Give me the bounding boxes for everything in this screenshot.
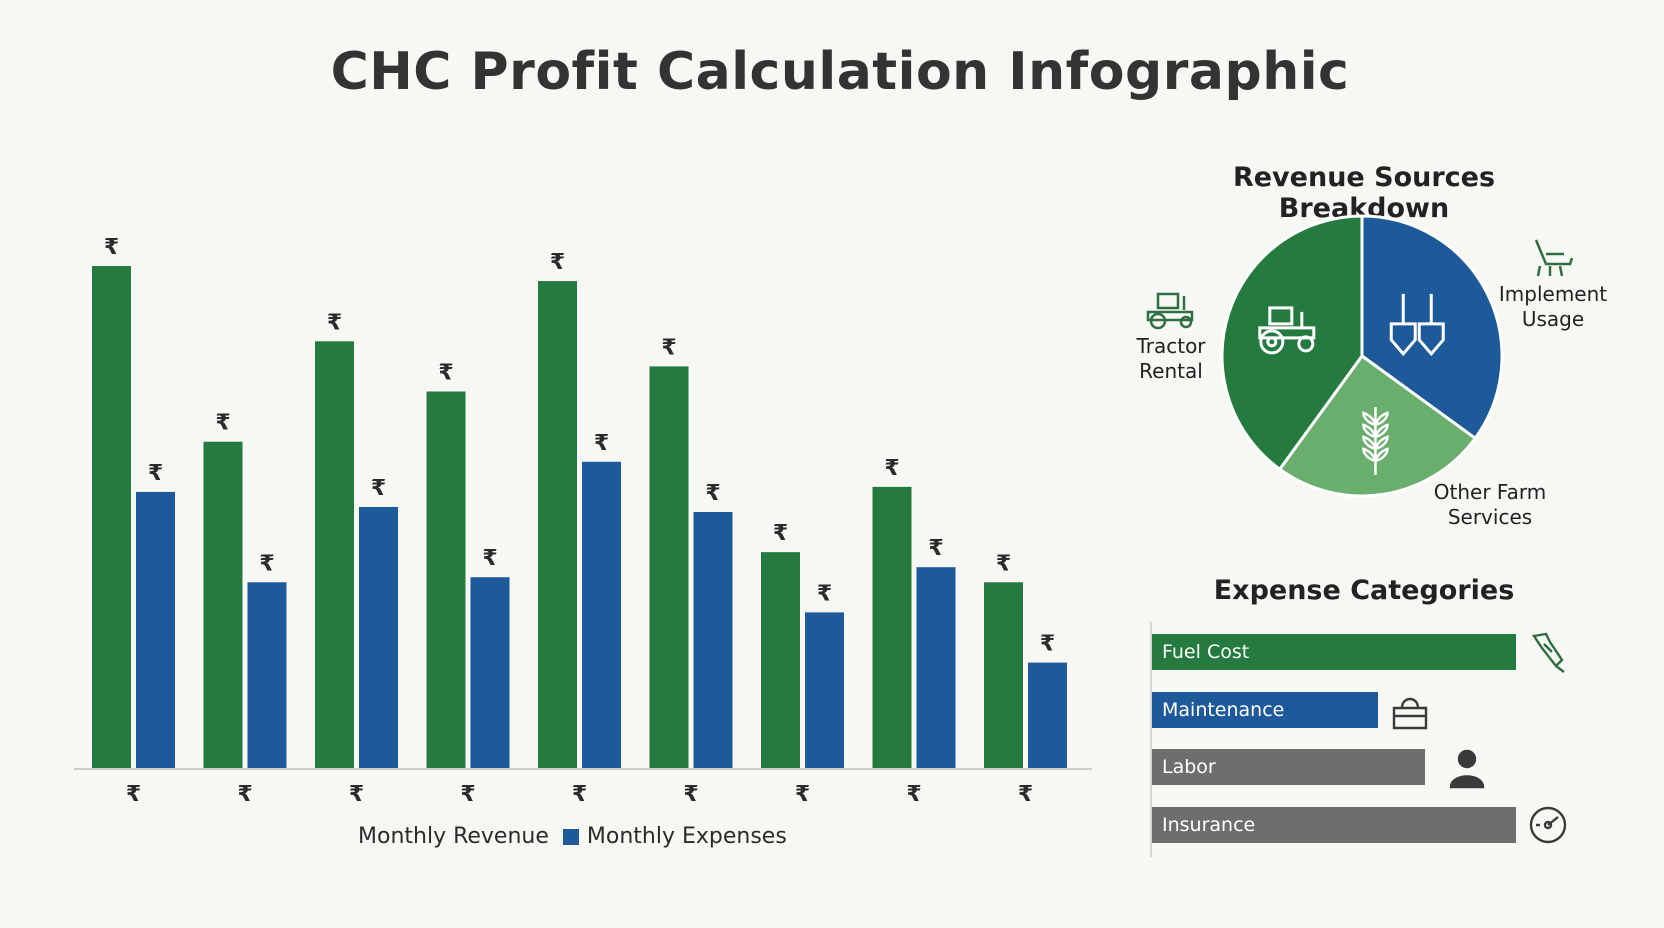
expenses-bar-6 [693,511,733,768]
revenue-pie-chart [1220,214,1504,498]
fuel-nozzle-icon [1531,632,1565,673]
page-title: CHC Profit Calculation Infographic [330,42,1350,102]
pie-label-tractor-line1: Tractor [1136,334,1206,358]
worker-icon [1449,749,1485,789]
expenses-data-label-4: ₹ [482,546,497,571]
pie-label-implement-line1: Implement [1498,282,1608,306]
plough-icon [1534,239,1574,277]
pie-slice-implement-usage [1360,214,1504,441]
revenue-data-label-7: ₹ [773,521,788,546]
chart-legend: Monthly Revenue Monthly Expenses [358,824,787,849]
revenue-data-label-6: ₹ [661,335,676,360]
revenue-bar-3 [315,341,354,768]
monthly-bar-chart: ₹ ₹ ₹ ₹ ₹ ₹ ₹ ₹ ₹ ₹ ₹ ₹ ₹ ₹ ₹ ₹ ₹ ₹ ₹ ₹ ₹ ₹ ₹ ₹ ₹ ₹ ₹ [74,235,1092,807]
expenses-bar-9 [1028,662,1067,768]
expenses-data-label-9: ₹ [1040,632,1055,657]
expenses-bar-2 [247,582,287,768]
revenue-data-label-2: ₹ [215,411,230,436]
x-tick-label-5: ₹ [572,782,587,807]
expense-bar-insurance: Insurance [1152,807,1516,843]
expenses-bar-4 [470,577,510,768]
toolbox-icon [1392,697,1427,730]
revenue-bar-9 [984,582,1023,768]
tractor-icon [1146,292,1194,330]
x-tick-label-4: ₹ [460,782,475,807]
revenue-bar-5 [538,281,577,768]
revenue-data-label-8: ₹ [884,456,899,481]
expenses-title: Expense Categories [1213,575,1515,606]
x-tick-label-7: ₹ [795,782,810,807]
revenue-data-label-9: ₹ [996,551,1011,576]
revenue-data-label-3: ₹ [327,310,342,335]
expense-label: Fuel Cost [1162,641,1250,663]
pie-label-other-line2: Services [1447,505,1533,529]
expenses-data-label-7: ₹ [817,581,832,606]
x-tick-label-6: ₹ [683,782,698,807]
pie-label-other: Other Farm Services [1420,480,1560,530]
pie-label-other-line1: Other Farm [1433,480,1547,504]
x-tick-label-1: ₹ [126,782,141,807]
expenses-data-label-2: ₹ [259,551,274,576]
expense-label: Maintenance [1162,699,1285,721]
revenue-data-label-5: ₹ [550,250,565,275]
expense-label: Insurance [1162,814,1256,836]
expenses-data-label-5: ₹ [594,431,609,456]
expenses-bar-5 [582,461,621,768]
pie-label-implement-line2: Usage [1521,307,1585,331]
revenue-bar-8 [872,486,912,768]
wheat-icon [1362,406,1389,475]
legend-revenue-label: Monthly Revenue [358,824,549,849]
revenue-bar-7 [761,552,800,768]
expenses-data-label-6: ₹ [705,481,720,506]
expenses-data-label-8: ₹ [928,536,943,561]
pie-label-tractor-line2: Rental [1139,359,1203,383]
legend-expenses-swatch [562,828,579,845]
expense-axis [1150,622,1152,857]
expenses-data-label-1: ₹ [148,461,163,486]
x-tick-label-8: ₹ [906,782,921,807]
expenses-bar-7 [805,612,844,768]
revenue-bar-4 [426,391,466,768]
gauge-icon [1529,806,1567,844]
expenses-bar-3 [359,506,398,768]
pie-label-implement: Implement Usage [1488,236,1618,332]
x-tick-label-3: ₹ [349,782,364,807]
revenue-data-label-4: ₹ [438,361,453,386]
expense-label: Labor [1162,756,1216,778]
revenue-bar-6 [649,366,689,768]
tractor-icon [1258,306,1316,355]
pie-slice-other-farm-services [1277,353,1478,498]
expense-bar-maintenance: Maintenance [1152,692,1378,728]
expense-bar-fuel-cost: Fuel Cost [1152,634,1516,670]
x-tick-label-9: ₹ [1018,782,1033,807]
legend-expenses-label: Monthly Expenses [586,824,787,849]
pie-label-tractor: Tractor Rental [1118,290,1224,384]
expenses-data-label-3: ₹ [371,476,386,501]
expenses-bar-8 [916,567,956,768]
expenses-bar-1 [136,491,175,768]
revenue-bar-2 [203,441,243,768]
expense-bar-labor: Labor [1152,749,1425,785]
revenue-data-label-1: ₹ [104,235,119,260]
x-tick-label-2: ₹ [237,782,252,807]
revenue-bar-1 [92,266,131,768]
pie-slice-tractor-rental [1220,214,1364,472]
shovels-icon [1389,293,1445,357]
